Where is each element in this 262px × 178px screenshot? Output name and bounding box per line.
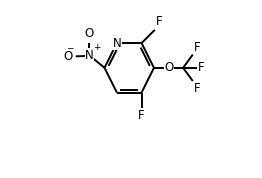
Text: −: − xyxy=(66,43,73,53)
Text: O: O xyxy=(85,27,94,40)
Text: N: N xyxy=(85,49,94,62)
Text: O: O xyxy=(164,61,174,74)
Text: F: F xyxy=(194,82,200,95)
Text: F: F xyxy=(194,41,200,54)
Text: F: F xyxy=(138,109,145,122)
Text: O: O xyxy=(64,50,73,63)
Text: N: N xyxy=(112,37,121,50)
Text: +: + xyxy=(93,43,101,52)
Text: F: F xyxy=(156,15,163,28)
Text: F: F xyxy=(198,61,205,74)
